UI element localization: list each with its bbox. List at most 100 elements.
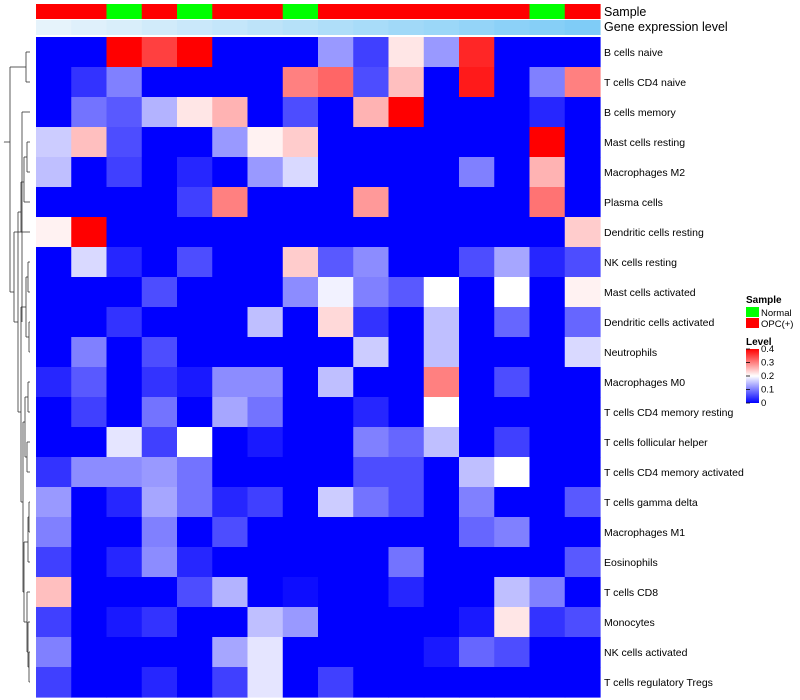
heatmap-cell [247, 367, 284, 398]
sample-annotation-cell [106, 4, 143, 19]
heatmap-cell [71, 367, 108, 398]
heatmap-cell [529, 517, 566, 548]
heatmap-cell [494, 547, 531, 578]
heatmap-cell [247, 667, 284, 698]
heatmap-cell [247, 607, 284, 638]
heatmap-cell [212, 217, 249, 248]
legend-opc-swatch [746, 318, 759, 328]
heatmap-cell [564, 487, 601, 518]
heatmap-cell [141, 277, 178, 308]
heatmap-cell [529, 127, 566, 158]
heatmap-cell [564, 97, 601, 128]
heatmap-cell [564, 667, 601, 698]
heatmap-cell [282, 247, 319, 278]
heatmap-cell [141, 517, 178, 548]
heatmap-cell [318, 367, 354, 398]
heatmap-cell [388, 37, 425, 68]
heatmap-cell [459, 547, 495, 578]
heatmap-cell [459, 337, 495, 368]
heatmap-cell [141, 367, 178, 398]
row-label: T cells follicular helper [604, 437, 708, 449]
heatmap-cell [71, 307, 108, 338]
heatmap-cell [529, 157, 566, 188]
row-label: T cells regulatory Tregs [604, 677, 713, 689]
heatmap-cell [177, 217, 213, 248]
heatmap-cell [247, 187, 284, 218]
heatmap-cell [529, 667, 566, 698]
heatmap-cell [106, 127, 143, 158]
heatmap-cell [564, 307, 601, 338]
heatmap-cell [247, 37, 284, 68]
row-label: T cells CD8 [604, 587, 658, 599]
heatmap-cell [36, 67, 72, 98]
heatmap-cell [459, 667, 495, 698]
heatmap-cell [459, 247, 495, 278]
heatmap-cell [106, 667, 143, 698]
sample-annotation-cell [459, 4, 495, 19]
heatmap-cell [564, 157, 601, 188]
heatmap-cell [494, 277, 531, 308]
heatmap-cell [494, 97, 531, 128]
heatmap-cell [459, 577, 495, 608]
heatmap-cell [353, 67, 390, 98]
expression-annotation-cell [247, 20, 284, 35]
heatmap-cell [353, 547, 390, 578]
heatmap-cell [318, 217, 354, 248]
heatmap-cell [282, 157, 319, 188]
heatmap-cell [353, 667, 390, 698]
sample-annotation-cell [564, 4, 601, 19]
heatmap-cell [494, 667, 531, 698]
heatmap-cell [106, 517, 143, 548]
heatmap-cell [282, 277, 319, 308]
heatmap-cell [212, 37, 249, 68]
heatmap-cell [106, 67, 143, 98]
row-dendrogram [3, 51, 30, 683]
heatmap-cell [71, 517, 108, 548]
heatmap-cell [423, 337, 460, 368]
heatmap-cell [177, 157, 213, 188]
heatmap-cell [71, 247, 108, 278]
heatmap-cell [318, 127, 354, 158]
heatmap-cell [353, 187, 390, 218]
heatmap-cell [106, 367, 143, 398]
heatmap-cell [459, 187, 495, 218]
heatmap-cell [106, 247, 143, 278]
heatmap-cell [247, 547, 284, 578]
heatmap-cell [212, 307, 249, 338]
heatmap-cell [36, 247, 72, 278]
heatmap-cell [564, 37, 601, 68]
expression-annotation-cell [71, 20, 108, 35]
heatmap-cell [423, 157, 460, 188]
heatmap-cell [36, 487, 72, 518]
heatmap-cell [71, 97, 108, 128]
heatmap-cell [529, 547, 566, 578]
heatmap-cell [106, 637, 143, 668]
heatmap-cell [318, 247, 354, 278]
heatmap-cell [494, 607, 531, 638]
heatmap-cell [212, 637, 249, 668]
heatmap-cell [564, 217, 601, 248]
heatmap-cell [247, 97, 284, 128]
heatmap-cell [282, 607, 319, 638]
heatmap-cell [71, 427, 108, 458]
heatmap-cell [71, 547, 108, 578]
heatmap-cell [36, 367, 72, 398]
heatmap-cell [212, 487, 249, 518]
heatmap-cell [177, 667, 213, 698]
expression-annotation-cell [141, 20, 178, 35]
heatmap-cell [423, 607, 460, 638]
heatmap-cell [247, 577, 284, 608]
heatmap-cell [71, 487, 108, 518]
heatmap-cell [106, 337, 143, 368]
heatmap-cell [71, 277, 108, 308]
heatmap-cell [282, 337, 319, 368]
heatmap-cell [141, 67, 178, 98]
heatmap-cell [177, 607, 213, 638]
heatmap-cell [564, 517, 601, 548]
heatmap-cell [282, 307, 319, 338]
heatmap-cell [106, 187, 143, 218]
heatmap-cell [141, 607, 178, 638]
row-label: T cells CD4 memory activated [604, 467, 744, 479]
heatmap-cell [282, 457, 319, 488]
heatmap-cell [36, 277, 72, 308]
